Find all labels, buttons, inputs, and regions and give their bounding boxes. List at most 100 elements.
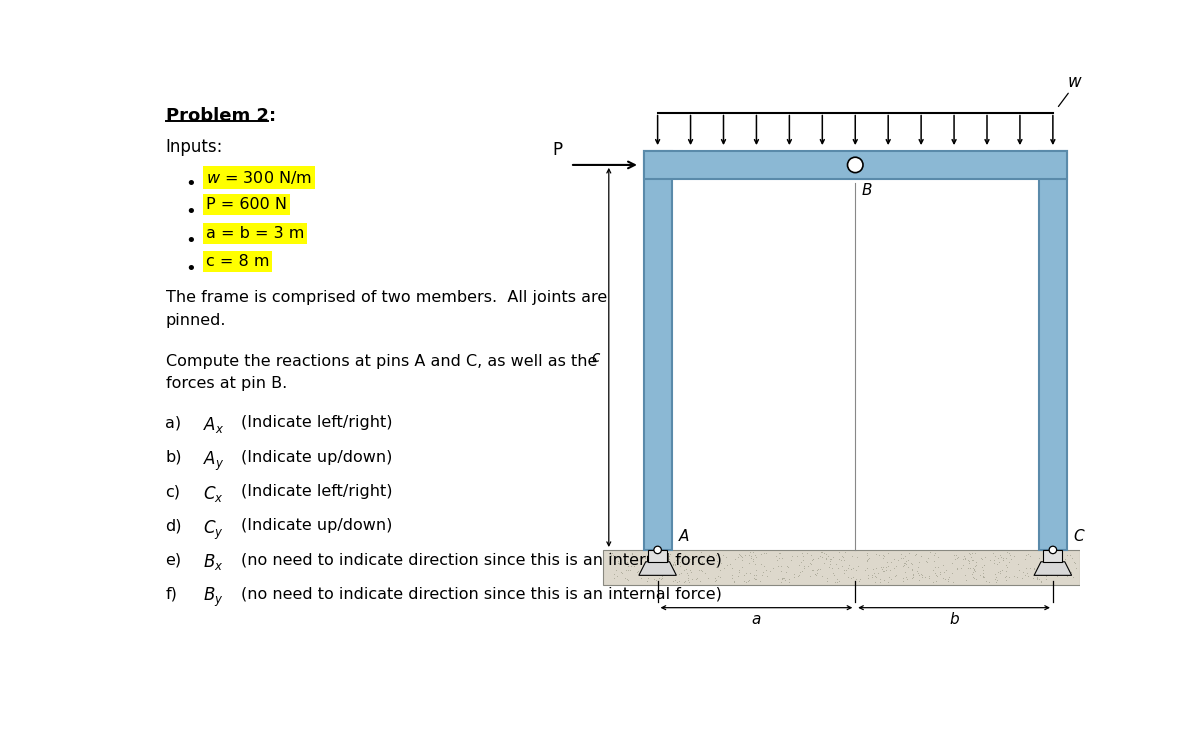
- Point: [822, 562, 841, 575]
- Point: [809, 563, 828, 575]
- Point: [1000, 547, 1019, 559]
- Point: [665, 559, 684, 572]
- Point: [804, 553, 823, 566]
- Point: [618, 560, 637, 572]
- Point: [704, 554, 724, 566]
- Point: [925, 555, 944, 567]
- Point: [958, 553, 977, 566]
- Point: [930, 568, 949, 580]
- Point: [1058, 568, 1078, 580]
- Point: [892, 547, 911, 559]
- Point: [940, 571, 959, 583]
- Point: [988, 574, 1007, 586]
- Point: [806, 569, 826, 581]
- Point: [925, 561, 944, 573]
- Point: [1037, 552, 1056, 564]
- Point: [886, 570, 905, 582]
- Point: [828, 573, 847, 585]
- Point: [751, 547, 770, 559]
- Point: [614, 547, 634, 559]
- Point: [730, 566, 749, 578]
- Point: [907, 548, 926, 560]
- Point: [847, 550, 866, 562]
- Point: [1019, 570, 1038, 582]
- Point: [971, 553, 990, 565]
- Point: [643, 563, 662, 575]
- Point: [794, 554, 814, 566]
- Point: [698, 572, 718, 584]
- Point: [896, 572, 916, 584]
- Point: [858, 549, 877, 561]
- Point: [1027, 571, 1046, 583]
- Point: [971, 569, 990, 581]
- Point: [647, 569, 666, 581]
- Point: [1037, 550, 1056, 562]
- Point: [986, 576, 1006, 588]
- Point: [654, 563, 673, 575]
- Point: [851, 574, 870, 586]
- Point: [893, 560, 912, 572]
- Point: [1025, 562, 1044, 575]
- Point: [994, 553, 1013, 566]
- Point: [811, 547, 830, 559]
- Point: [714, 549, 733, 561]
- Point: [790, 569, 809, 581]
- Point: [985, 569, 1004, 581]
- Point: [781, 553, 800, 566]
- Point: [1032, 575, 1051, 587]
- Point: [882, 574, 901, 586]
- Point: [746, 551, 766, 563]
- Point: [707, 575, 726, 587]
- Point: [839, 562, 858, 574]
- Point: [666, 554, 685, 566]
- Point: [870, 573, 889, 585]
- Point: [844, 572, 863, 584]
- Point: [1016, 562, 1036, 575]
- Point: [714, 562, 733, 575]
- Point: [996, 553, 1015, 565]
- Point: [965, 565, 984, 577]
- Point: [794, 562, 814, 574]
- Point: [672, 566, 691, 578]
- Point: [894, 575, 913, 587]
- Point: [754, 566, 773, 578]
- Point: [740, 546, 760, 558]
- Point: [829, 546, 848, 558]
- Point: [908, 568, 928, 580]
- Point: [670, 575, 689, 587]
- Point: [1004, 570, 1024, 582]
- Point: [1063, 572, 1082, 584]
- Point: [680, 553, 700, 565]
- Point: [682, 566, 701, 578]
- Point: [826, 576, 845, 588]
- Point: [1021, 562, 1040, 574]
- Point: [875, 575, 894, 587]
- Point: [624, 554, 643, 566]
- Point: [893, 572, 912, 584]
- Point: [947, 563, 966, 575]
- Point: [986, 571, 1006, 583]
- Point: [1021, 550, 1040, 562]
- Point: [612, 567, 631, 579]
- Point: [918, 556, 937, 568]
- Point: [839, 559, 858, 572]
- Point: [664, 564, 683, 576]
- Point: [934, 559, 953, 572]
- Point: [670, 552, 689, 564]
- Point: [848, 560, 868, 572]
- Point: [958, 562, 977, 575]
- Point: [805, 568, 824, 580]
- Point: [823, 567, 842, 579]
- Point: [700, 549, 719, 561]
- Point: [1008, 572, 1027, 584]
- Point: [744, 569, 763, 581]
- Point: [640, 566, 659, 578]
- Point: [857, 547, 876, 559]
- Point: [769, 552, 788, 564]
- Point: [878, 547, 898, 559]
- Point: [733, 561, 752, 573]
- Point: [654, 563, 673, 575]
- Point: [779, 562, 798, 574]
- Point: [704, 553, 724, 565]
- Point: [660, 548, 679, 560]
